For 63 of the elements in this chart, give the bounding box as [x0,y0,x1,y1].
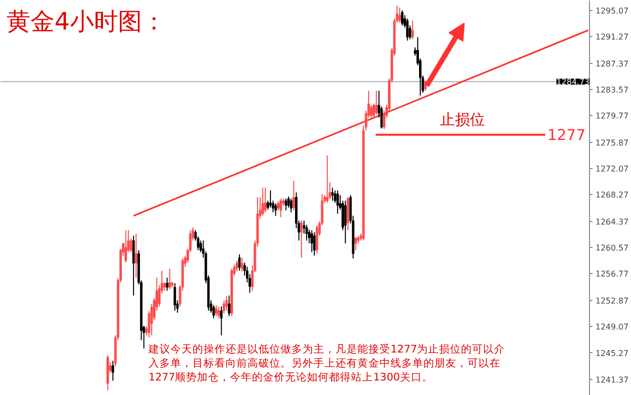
candlestick [264,187,267,213]
candlestick [310,230,314,253]
y-tick-label: 1252.87 [596,296,629,306]
candlestick [336,190,339,214]
annotation: 止损位 [440,110,486,129]
candlestick [132,235,135,296]
candlestick [375,90,378,116]
y-tick-label: 1275.87 [596,138,629,148]
candlestick [238,254,241,272]
candlestick [300,220,303,258]
candlestick [354,237,357,251]
chart-title: 黄金4小时图： [6,8,166,36]
candlestick [274,202,277,216]
candlestick [400,10,404,26]
y-tick-label: 1291.27 [596,32,629,42]
y-tick-label: 1272.07 [596,164,629,174]
candlestick [398,7,401,24]
candlestick [220,306,223,336]
y-tick-label: 1260.57 [596,244,629,253]
candlestick [212,304,215,319]
y-tick-label: 1283.57 [596,86,629,95]
candlestick [284,198,288,211]
y-tick-label: 1279.77 [596,112,629,121]
y-tick-label: 1241.37 [596,376,629,385]
candlestick [269,190,272,208]
candlestick [406,18,409,42]
candlestick [240,257,244,272]
candlestick [174,282,176,312]
ref-line-label: 1284.73 [556,78,590,87]
annotation: 1277顺势加仓，今年的金价无论如何都得站上1300关口。 [148,370,433,384]
annotation: 入多单，目标看向前高破位。另外手上还有黄金中线多单的朋友，可以在 [148,356,500,370]
y-tick-label: 1249.07 [596,322,629,332]
candlestick [326,154,329,204]
ref-line-label: 1277 [547,126,586,144]
candlestick [292,180,295,211]
candlestick [236,260,238,272]
candlestick [222,300,226,314]
y-tick-label: 1295.07 [596,6,629,16]
candlestick [287,196,290,208]
candlestick [411,20,414,40]
candlestick [134,233,138,278]
y-tick-label: 1268.27 [596,190,629,200]
candlestick [344,200,347,244]
candlestick [290,198,292,213]
annotation: 建议今天的操作还是以低位做多为主，凡是能接受1277为止损位的可以介 [148,342,506,356]
candlestick [316,224,318,254]
y-tick-label: 1245.27 [596,348,629,358]
candlestick [261,187,264,216]
candlestick [112,360,114,382]
y-tick-label: 1287.37 [596,59,629,68]
candlestick [331,187,334,202]
candlestick [228,295,230,317]
candlestick [313,232,316,256]
candlestick [225,296,228,312]
candlestick [124,230,128,264]
candlestick [168,268,171,290]
candlestick [214,304,218,317]
candlestick [305,224,308,242]
y-tick-label: 1264.37 [596,218,629,226]
candlestick [218,306,220,319]
candlestick [166,277,168,292]
y-tick-label: 1256.77 [596,270,629,279]
candlestick [280,198,282,218]
